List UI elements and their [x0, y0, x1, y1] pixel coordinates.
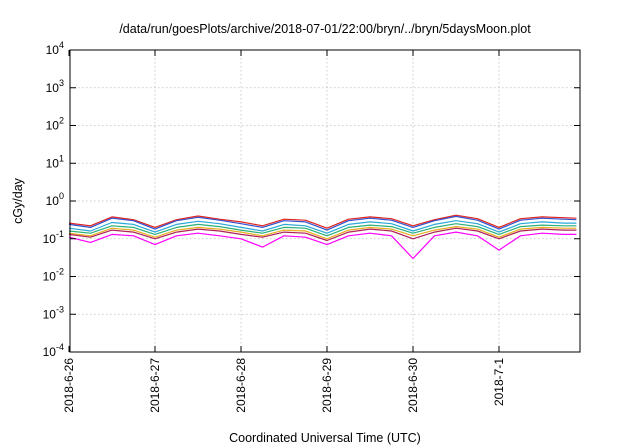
y-tick-exponent: 2	[59, 116, 64, 126]
y-tick-label: 100	[46, 191, 64, 208]
y-tick-exponent: -2	[56, 267, 64, 277]
x-tick-label: 2018-6-28	[234, 358, 248, 413]
y-tick-exponent: -3	[56, 304, 64, 314]
x-tick-label: 2018-6-29	[320, 358, 334, 413]
series-line	[68, 226, 577, 240]
series-layer	[68, 214, 577, 260]
series-line	[68, 227, 577, 242]
y-tick-exponent: 4	[59, 40, 64, 50]
x-tick-label: 2018-6-26	[62, 358, 76, 413]
y-tick-label: 102	[46, 116, 64, 133]
y-tick-label: 10-1	[43, 229, 64, 246]
series-line	[68, 220, 577, 234]
x-tick-label: 2018-7-1	[492, 358, 506, 406]
series-line	[68, 214, 577, 229]
x-axis-label: Coordinated Universal Time (UTC)	[229, 431, 421, 445]
x-tick-label: 2018-6-27	[148, 358, 162, 413]
chart-title: /data/run/goesPlots/archive/2018-07-01/2…	[119, 22, 531, 36]
series-line	[68, 231, 577, 260]
y-tick-label: 10-3	[43, 304, 64, 321]
y-tick-label: 101	[46, 153, 64, 170]
x-tick-label: 2018-6-30	[406, 358, 420, 413]
y-tick-label: 10-4	[43, 342, 64, 359]
y-tick-label: 10-2	[43, 267, 64, 284]
y-tick-exponent: 0	[59, 191, 64, 201]
y-tick-exponent: 3	[59, 78, 64, 88]
y-tick-exponent: -4	[56, 342, 64, 352]
y-tick-exponent: -1	[56, 229, 64, 239]
series-line	[68, 215, 577, 231]
y-tick-exponent: 1	[59, 153, 64, 163]
y-tick-label: 104	[46, 40, 64, 57]
grid-layer	[70, 50, 580, 352]
series-line	[68, 223, 577, 237]
y-axis-label: cGy/day	[11, 177, 25, 224]
y-tick-label: 103	[46, 78, 64, 95]
x-ticks: 2018-6-26 2018-6-27 2018-6-28 2018-6-29 2018…	[62, 50, 506, 413]
